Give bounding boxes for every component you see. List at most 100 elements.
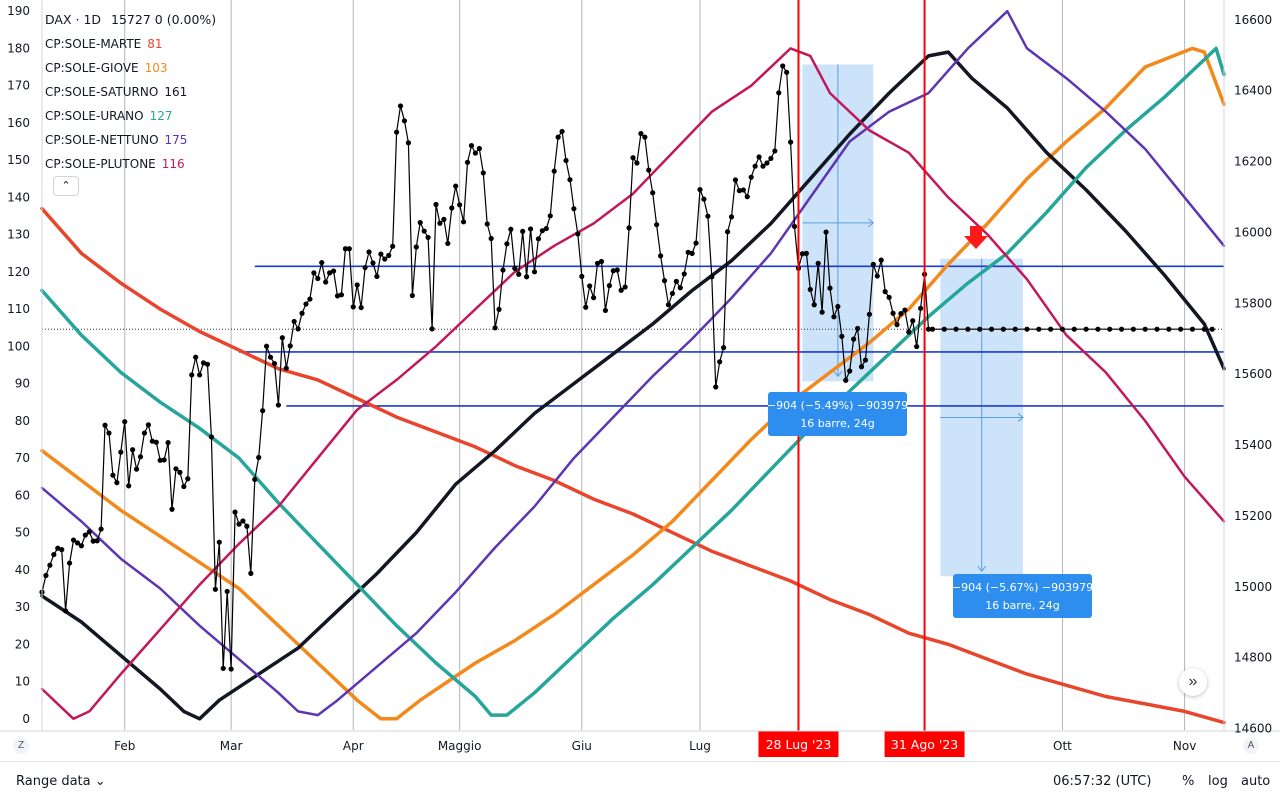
range-data-button[interactable]: Range data ⌄	[16, 774, 106, 789]
data-point	[425, 234, 431, 241]
data-point	[441, 216, 447, 222]
data-point	[141, 430, 148, 436]
left-tick-label: 50	[15, 526, 30, 540]
chart-canvas[interactable]: 28 Lug '23 31 Ago '23 0 10 20 30 40 50 60 70 80 90…	[0, 0, 1280, 761]
data-point	[803, 250, 809, 256]
data-point	[583, 304, 589, 310]
x-tick-label: Ott	[1053, 739, 1072, 753]
legend-item-plutone[interactable]: CP:SOLE-PLUTONE 116	[45, 152, 216, 176]
measure-label-line2: 16 barre, 24g	[985, 599, 1060, 612]
data-point	[480, 170, 486, 176]
measure-label-bg	[768, 392, 907, 436]
auto-scale-mini[interactable]: A	[1243, 738, 1259, 754]
data-point	[145, 422, 151, 428]
clock-time[interactable]: 06:57:32 (UTC)	[1053, 774, 1152, 789]
data-point	[736, 188, 742, 194]
data-point	[1107, 326, 1113, 332]
data-point	[882, 289, 888, 295]
data-point	[370, 260, 376, 266]
left-tick-label: 150	[7, 153, 30, 167]
data-point	[622, 284, 628, 290]
data-point	[543, 225, 549, 232]
legend-item-value: 175	[164, 133, 188, 147]
data-point	[1095, 326, 1101, 332]
data-point	[602, 307, 609, 314]
data-point	[941, 326, 947, 332]
data-point	[1154, 326, 1160, 332]
data-point	[457, 202, 463, 208]
data-point	[197, 372, 203, 378]
data-point	[55, 545, 61, 551]
right-tick-label: 15800	[1234, 296, 1272, 310]
x-tick-label: Lug	[689, 739, 711, 753]
data-point	[232, 509, 238, 515]
data-point	[177, 469, 183, 475]
auto-toggle[interactable]: auto	[1241, 774, 1271, 789]
data-point	[228, 666, 234, 672]
data-point	[516, 271, 522, 277]
data-point	[563, 157, 569, 164]
left-tick-label: 100	[7, 339, 30, 353]
data-point	[263, 343, 270, 349]
data-point	[756, 154, 762, 160]
data-point	[1048, 326, 1054, 332]
bottom-toolbar: Range data ⌄ 06:57:32 (UTC) % log auto	[0, 761, 1280, 801]
data-point	[740, 187, 746, 193]
series-layer	[39, 9, 1226, 725]
data-point	[618, 287, 624, 293]
data-point	[1024, 326, 1030, 332]
data-point	[847, 368, 853, 374]
data-point	[327, 270, 333, 276]
legend-item-saturno[interactable]: CP:SOLE-SATURNO 161	[45, 80, 216, 104]
percent-toggle[interactable]: %	[1182, 774, 1195, 789]
legend-item-urano[interactable]: CP:SOLE-URANO 127	[45, 104, 216, 128]
data-point	[654, 222, 660, 228]
data-point	[728, 214, 735, 220]
left-tick-label: 70	[15, 451, 30, 465]
data-point	[815, 260, 821, 266]
data-point	[827, 285, 833, 291]
data-point	[819, 309, 825, 315]
legend-item-marte[interactable]: CP:SOLE-MARTE 81	[45, 32, 216, 56]
left-tick-label: 140	[7, 190, 30, 204]
data-point	[409, 292, 415, 299]
log-toggle[interactable]: log	[1208, 774, 1228, 789]
data-point	[752, 163, 758, 169]
data-point	[157, 457, 163, 463]
x-tick-label: Nov	[1173, 739, 1196, 753]
scroll-to-realtime-button[interactable]: »	[1179, 668, 1207, 696]
series-line	[40, 9, 1226, 717]
data-point	[799, 251, 806, 257]
data-point	[1209, 326, 1215, 332]
left-tick-label: 190	[7, 4, 30, 18]
data-point	[760, 163, 766, 169]
legend-title: DAX · 1D 15727 0 (0.00%)	[45, 12, 217, 27]
data-point	[780, 63, 786, 69]
data-point	[256, 454, 262, 461]
data-point	[374, 273, 380, 280]
legend-item-label: CP:SOLE-PLUTONE	[45, 157, 156, 171]
data-point	[433, 201, 439, 208]
zoom-left-mini[interactable]: Z	[13, 738, 29, 754]
measure-label-line2: 16 barre, 24g	[800, 417, 875, 430]
data-point	[472, 150, 478, 156]
legend-collapse-button[interactable]: ⌃	[53, 176, 79, 196]
data-point	[161, 457, 167, 463]
data-point	[890, 310, 896, 316]
data-point	[634, 160, 640, 166]
data-point	[283, 365, 289, 371]
data-point	[894, 322, 900, 328]
data-point	[858, 364, 865, 370]
legend-item-nettuno[interactable]: CP:SOLE-NETTUNO 175	[45, 128, 216, 152]
data-point	[874, 273, 880, 279]
data-point	[496, 306, 502, 312]
data-point	[764, 160, 770, 166]
left-tick-label: 170	[7, 79, 30, 93]
legend-price: 15727	[111, 12, 151, 27]
data-point	[102, 422, 108, 428]
data-point	[870, 261, 876, 267]
data-point	[744, 194, 750, 200]
legend-item-giove[interactable]: CP:SOLE-GIOVE 103	[45, 56, 216, 80]
data-point	[831, 314, 837, 320]
data-point	[539, 228, 545, 234]
